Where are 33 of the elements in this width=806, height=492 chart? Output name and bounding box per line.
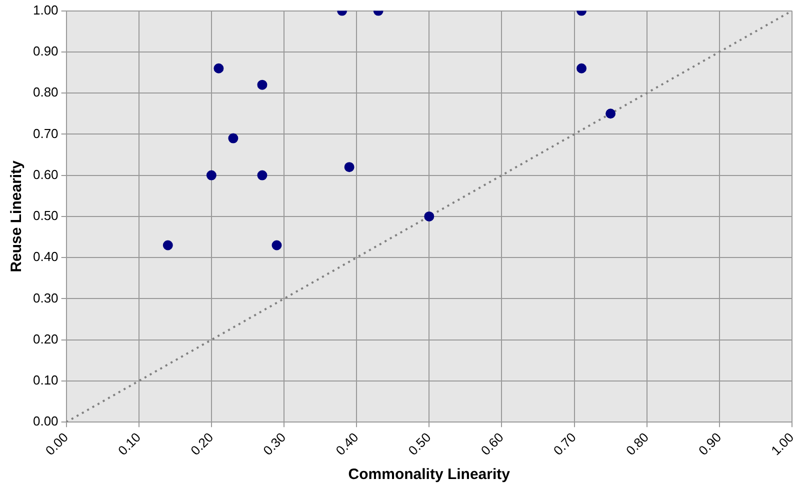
x-tick-label: 0.40 <box>332 430 362 458</box>
x-tick-label: 0.20 <box>188 430 216 458</box>
point <box>344 162 354 172</box>
y-tick-label: 0.90 <box>32 44 58 59</box>
x-tick-label: 0.10 <box>115 430 144 458</box>
y-tick-label: 0.50 <box>32 208 58 224</box>
point <box>576 63 587 74</box>
y-axis-title: Reuse Linearity <box>8 160 26 272</box>
point <box>606 108 616 119</box>
point <box>206 170 216 180</box>
y-tick-label: 0.00 <box>32 414 58 429</box>
x-tick-label: 0.70 <box>550 430 579 458</box>
x-tick-label: 0.60 <box>478 430 506 458</box>
y-tick-label: 0.10 <box>32 372 58 388</box>
x-tick-label: 0.50 <box>405 430 434 458</box>
point <box>228 133 238 144</box>
x-axis-title: Commonality Linearity <box>348 466 511 484</box>
point <box>257 80 268 90</box>
point <box>272 240 282 250</box>
y-tick-label: 0.80 <box>32 84 58 100</box>
x-tick-label: 0.80 <box>622 430 652 458</box>
point <box>257 170 268 180</box>
x-tick-label: 0.30 <box>260 430 289 458</box>
y-tick-label: 0.20 <box>32 331 58 346</box>
y-tick-label: 0.70 <box>32 126 58 141</box>
point <box>214 63 224 74</box>
point <box>162 240 173 250</box>
y-tick-label: 0.30 <box>32 290 58 306</box>
x-tick-label: 0.90 <box>696 430 724 458</box>
y-tick-label: 1.00 <box>32 2 58 18</box>
y-tick-label: 0.40 <box>32 249 58 264</box>
point <box>424 211 434 222</box>
y-tick-label: 0.60 <box>32 166 58 182</box>
